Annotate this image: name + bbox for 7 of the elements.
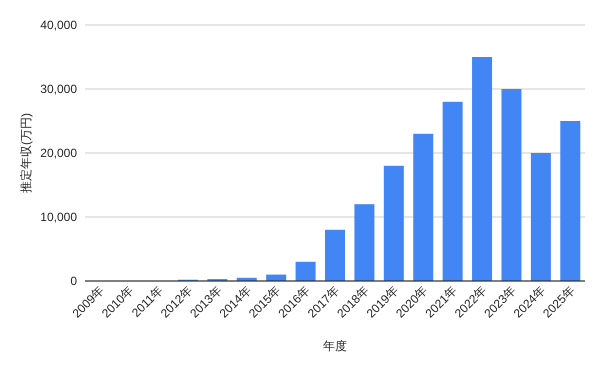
- y-tick-label: 30,000: [40, 82, 78, 96]
- y-tick-label: 20,000: [40, 146, 78, 160]
- y-axis-title: 推定年収(万円): [19, 113, 33, 193]
- y-tick-label: 40,000: [40, 18, 78, 32]
- y-tick-label: 10,000: [40, 210, 78, 224]
- x-axis-title: 年度: [323, 339, 347, 353]
- y-tick-label: 0: [70, 274, 78, 288]
